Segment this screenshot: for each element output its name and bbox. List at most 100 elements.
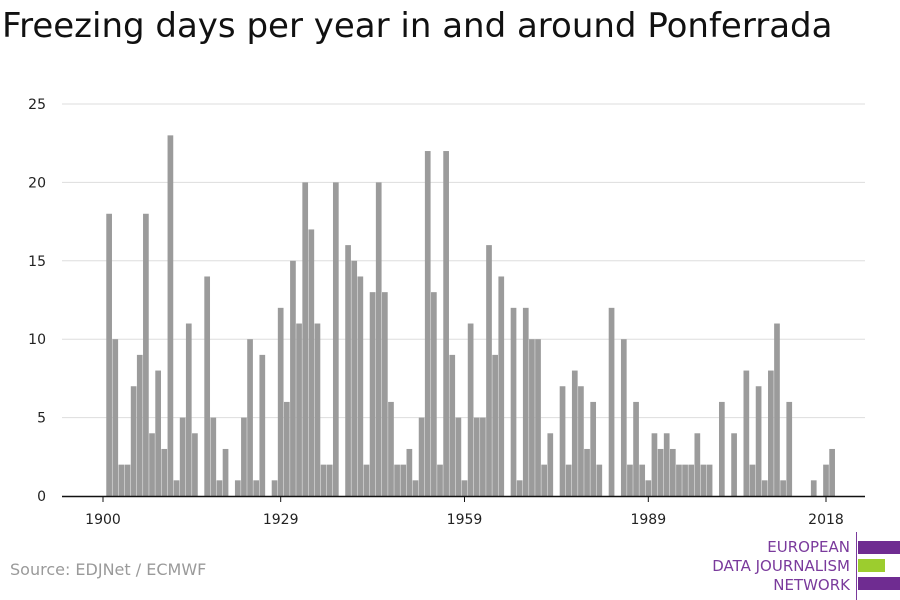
bar-1975 <box>559 386 566 496</box>
bar-2011 <box>780 480 786 496</box>
bar-1901 <box>106 213 112 496</box>
x-tick-label: 2018 <box>808 512 844 528</box>
bar-1999 <box>706 464 713 496</box>
bar-2009 <box>768 370 774 496</box>
bar-1976 <box>565 464 572 496</box>
bar-1992 <box>663 433 670 496</box>
bar-1958 <box>455 417 462 496</box>
bar-1925 <box>253 480 260 496</box>
bar-1969 <box>522 307 529 496</box>
y-tick-label: 0 <box>37 489 46 505</box>
bar-2001 <box>718 401 725 496</box>
bar-1915 <box>192 433 198 496</box>
bar-1944 <box>369 292 376 496</box>
bar-1936 <box>320 464 327 496</box>
bar-1962 <box>480 417 486 496</box>
bar-1911 <box>167 135 174 497</box>
bar-2003 <box>731 433 737 496</box>
bar-1946 <box>381 292 388 496</box>
bar-1920 <box>222 448 229 496</box>
bar-1922 <box>234 480 241 496</box>
bar-1960 <box>467 323 474 496</box>
bar-1995 <box>682 464 688 496</box>
logo-line-1: EUROPEAN <box>767 538 850 556</box>
bar-1918 <box>210 417 217 496</box>
bar-1928 <box>271 480 278 496</box>
bar-1981 <box>596 464 603 496</box>
bar-1965 <box>498 276 505 496</box>
bar-1983 <box>608 307 615 496</box>
bar-1957 <box>449 354 456 496</box>
bar-2012 <box>786 401 793 496</box>
edjnet-logo: EUROPEAN DATA JOURNALISM NETWORK <box>700 532 900 600</box>
y-tick-label: 15 <box>28 254 46 270</box>
logo-bar-purple-top <box>858 541 900 554</box>
bar-1993 <box>669 448 676 496</box>
bar-1959 <box>461 480 468 496</box>
bar-1914 <box>185 323 192 496</box>
bar-1978 <box>578 386 584 496</box>
y-tick-label: 20 <box>28 175 46 191</box>
bar-2008 <box>761 480 768 496</box>
logo-divider <box>856 532 857 600</box>
bar-2018 <box>823 464 829 496</box>
y-axis-ticks: 0 5 10 15 20 25 <box>28 97 46 505</box>
bar-1906 <box>136 354 143 496</box>
bar-chart: 0 5 10 15 20 25 1900 1929 1959 1989 2018 <box>28 97 865 528</box>
bar-1979 <box>584 448 590 496</box>
source-note: Source: EDJNet / ECMWF <box>10 560 207 579</box>
bar-1972 <box>541 464 548 496</box>
bar-1929 <box>277 307 284 496</box>
bar-1963 <box>486 245 492 496</box>
gridlines <box>62 103 865 419</box>
bar-1917 <box>204 276 211 496</box>
bar-1935 <box>314 323 321 496</box>
bar-1996 <box>688 464 695 496</box>
bar-1905 <box>130 386 137 496</box>
bar-1997 <box>694 433 701 496</box>
bar-1913 <box>179 417 186 496</box>
bars <box>106 135 835 497</box>
bar-2019 <box>829 448 835 496</box>
bar-1989 <box>645 480 652 496</box>
x-tick-label: 1989 <box>630 512 666 528</box>
bar-1930 <box>283 401 290 496</box>
bar-1933 <box>302 182 309 496</box>
bar-2016 <box>810 480 817 496</box>
x-tick-label: 1959 <box>447 512 483 528</box>
y-tick-label: 5 <box>37 411 46 427</box>
bar-1994 <box>676 464 682 496</box>
bar-2005 <box>743 370 750 496</box>
bar-1961 <box>473 417 480 496</box>
bar-1924 <box>247 339 253 496</box>
bar-1986 <box>627 464 633 496</box>
bar-1977 <box>571 370 578 496</box>
bar-1973 <box>547 433 554 496</box>
bar-1971 <box>535 339 541 496</box>
bar-1908 <box>149 433 155 496</box>
y-tick-label: 10 <box>28 332 46 348</box>
bar-1923 <box>241 417 247 496</box>
bar-1987 <box>633 401 639 496</box>
bar-1985 <box>620 339 627 496</box>
bar-1955 <box>437 464 443 496</box>
bar-2010 <box>774 323 780 496</box>
y-tick-label: 25 <box>28 97 46 113</box>
bar-1907 <box>143 213 149 496</box>
bar-2006 <box>749 464 756 496</box>
bar-1964 <box>492 354 498 496</box>
bar-1934 <box>308 229 315 496</box>
bar-1967 <box>510 307 517 496</box>
bar-1904 <box>124 464 131 496</box>
bar-1956 <box>443 151 449 497</box>
logo-bar-green <box>858 559 885 572</box>
bar-1945 <box>375 182 382 496</box>
bar-2007 <box>755 386 762 496</box>
bar-1947 <box>388 401 394 496</box>
bar-1954 <box>431 292 437 496</box>
bar-1952 <box>418 417 425 496</box>
bar-1912 <box>173 480 180 496</box>
bar-1988 <box>639 464 646 496</box>
bar-1902 <box>112 339 119 496</box>
bar-1949 <box>400 464 407 496</box>
